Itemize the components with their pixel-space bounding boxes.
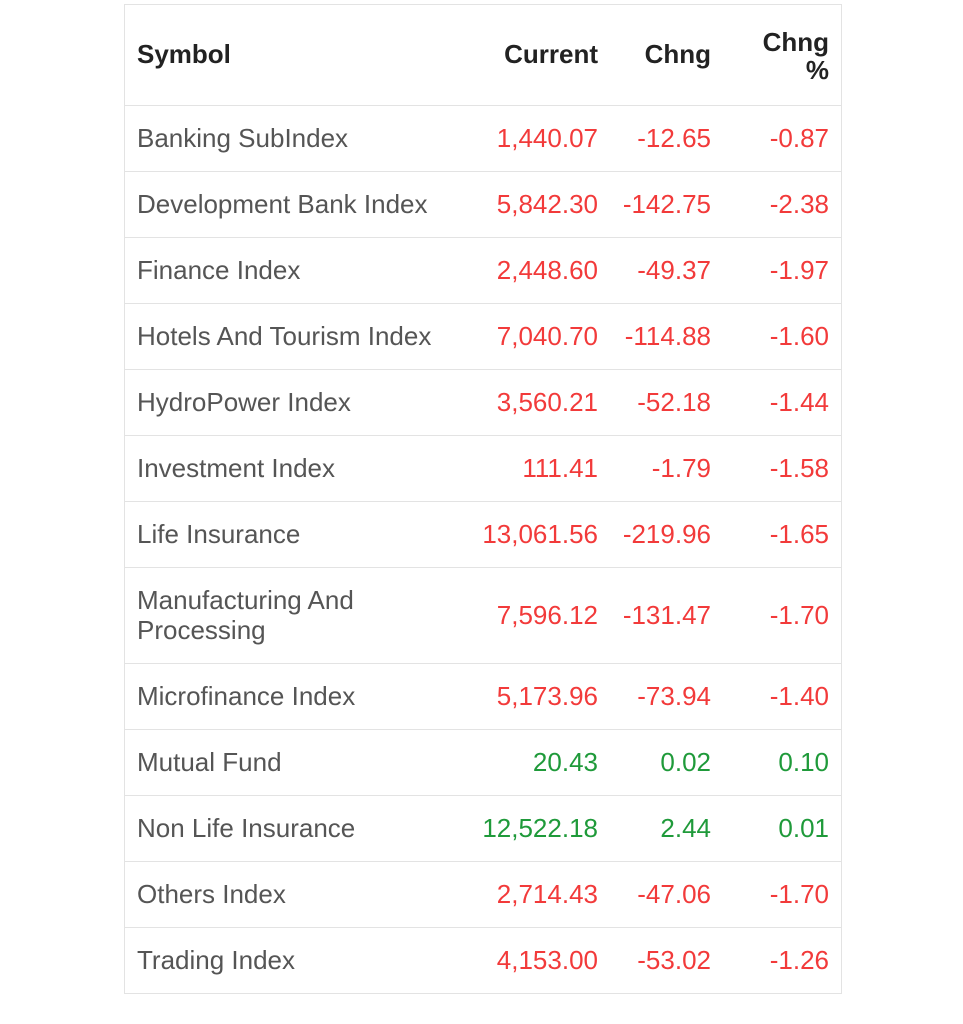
chng-pct-cell: -2.38	[723, 170, 841, 237]
chng-cell: -219.96	[610, 500, 723, 567]
column-header-chng-pct-bottom: %	[805, 54, 829, 85]
chng-pct-cell: -1.44	[723, 368, 841, 435]
current-cell: 5,842.30	[462, 170, 610, 237]
table-row[interactable]: Development Bank Index 5,842.30 -142.75 -2.…	[125, 170, 841, 237]
chng-cell: 2.44	[610, 794, 723, 861]
symbol-cell: Banking SubIndex	[125, 104, 462, 171]
chng-pct-cell: -1.60	[723, 302, 841, 369]
table-row[interactable]: Hotels And Tourism Index 7,040.70 -114.88-…	[125, 302, 841, 369]
chng-pct-cell: 0.10	[723, 728, 841, 795]
chng-pct-cell: -1.58	[723, 434, 841, 501]
chng-pct-cell: 0.01	[723, 794, 841, 861]
symbol-cell: Mutual Fund	[125, 728, 462, 795]
chng-cell: -47.06	[610, 860, 723, 927]
table-row[interactable]: Others Index 2,714.43 -47.06 -1.70	[125, 860, 841, 927]
current-cell: 12,522.18	[462, 794, 610, 861]
sub-index-table: Symbol Current Chng Chng % Banking SubIn…	[125, 5, 841, 993]
current-cell: 1,440.07	[462, 104, 610, 171]
chng-cell: -114.88	[610, 302, 723, 369]
chng-cell: -73.94	[610, 662, 723, 729]
chng-cell: -53.02	[610, 926, 723, 993]
chng-cell: -52.18	[610, 368, 723, 435]
current-cell: 2,448.60	[462, 236, 610, 303]
column-header-current[interactable]: Current	[462, 5, 610, 106]
symbol-cell: Trading Index	[125, 926, 462, 993]
chng-pct-cell: -1.26	[723, 926, 841, 993]
table-row[interactable]: Banking SubIndex 1,440.07 -12.65 -0.87	[125, 104, 841, 171]
chng-pct-cell: -0.87	[723, 104, 841, 171]
column-header-symbol[interactable]: Symbol	[125, 5, 462, 106]
current-cell: 7,596.12	[462, 566, 610, 663]
current-cell: 5,173.96	[462, 662, 610, 729]
table-row[interactable]: Manufacturing And Processing 7,596.12 -131…	[125, 566, 841, 663]
table-row[interactable]: Mutual Fund 20.43 0.02 0.10	[125, 728, 841, 795]
symbol-cell: Finance Index	[125, 236, 462, 303]
symbol-cell: Life Insurance	[125, 500, 462, 567]
table-row[interactable]: Life Insurance 13,061.56 -219.96 -1.65	[125, 500, 841, 567]
current-cell: 3,560.21	[462, 368, 610, 435]
table-row[interactable]: Trading Index 4,153.00 -53.02 -1.26	[125, 926, 841, 993]
chng-cell: -12.65	[610, 104, 723, 171]
symbol-cell: Manufacturing And Processing	[125, 566, 462, 663]
chng-cell: -142.75	[610, 170, 723, 237]
current-cell: 7,040.70	[462, 302, 610, 369]
current-cell: 2,714.43	[462, 860, 610, 927]
sub-index-table-container: Symbol Current Chng Chng % Banking SubIn…	[124, 4, 842, 994]
symbol-cell: Microfinance Index	[125, 662, 462, 729]
table-header: Symbol Current Chng Chng %	[125, 5, 841, 106]
chng-pct-cell: -1.65	[723, 500, 841, 567]
chng-pct-cell: -1.70	[723, 566, 841, 663]
chng-cell: -1.79	[610, 434, 723, 501]
table-row[interactable]: Microfinance Index 5,173.96 -73.94 -1.40	[125, 662, 841, 729]
table-row[interactable]: Investment Index 111.41 -1.79 -1.58	[125, 434, 841, 501]
header-row: Symbol Current Chng Chng %	[125, 5, 841, 106]
symbol-cell: HydroPower Index	[125, 368, 462, 435]
symbol-cell: Non Life Insurance	[125, 794, 462, 861]
chng-pct-cell: -1.97	[723, 236, 841, 303]
table-row[interactable]: Non Life Insurance 12,522.18 2.44 0.01	[125, 794, 841, 861]
current-cell: 4,153.00	[462, 926, 610, 993]
column-header-chng-pct-top: Chng	[762, 26, 829, 57]
chng-cell: 0.02	[610, 728, 723, 795]
chng-pct-cell: -1.40	[723, 662, 841, 729]
symbol-cell: Development Bank Index	[125, 170, 462, 237]
column-header-chng-pct[interactable]: Chng %	[723, 5, 841, 106]
current-cell: 20.43	[462, 728, 610, 795]
table-row[interactable]: HydroPower Index 3,560.21 -52.18 -1.44	[125, 368, 841, 435]
symbol-cell: Investment Index	[125, 434, 462, 501]
table-body: Banking SubIndex 1,440.07 -12.65 -0.87 Devel…	[125, 104, 841, 993]
column-header-chng[interactable]: Chng	[610, 5, 723, 106]
chng-cell: -49.37	[610, 236, 723, 303]
table-row[interactable]: Finance Index 2,448.60 -49.37 -1.97	[125, 236, 841, 303]
current-cell: 13,061.56	[462, 500, 610, 567]
current-cell: 111.41	[462, 434, 610, 501]
chng-pct-cell: -1.70	[723, 860, 841, 927]
symbol-cell: Hotels And Tourism Index	[125, 302, 462, 369]
symbol-cell: Others Index	[125, 860, 462, 927]
chng-cell: -131.47	[610, 566, 723, 663]
